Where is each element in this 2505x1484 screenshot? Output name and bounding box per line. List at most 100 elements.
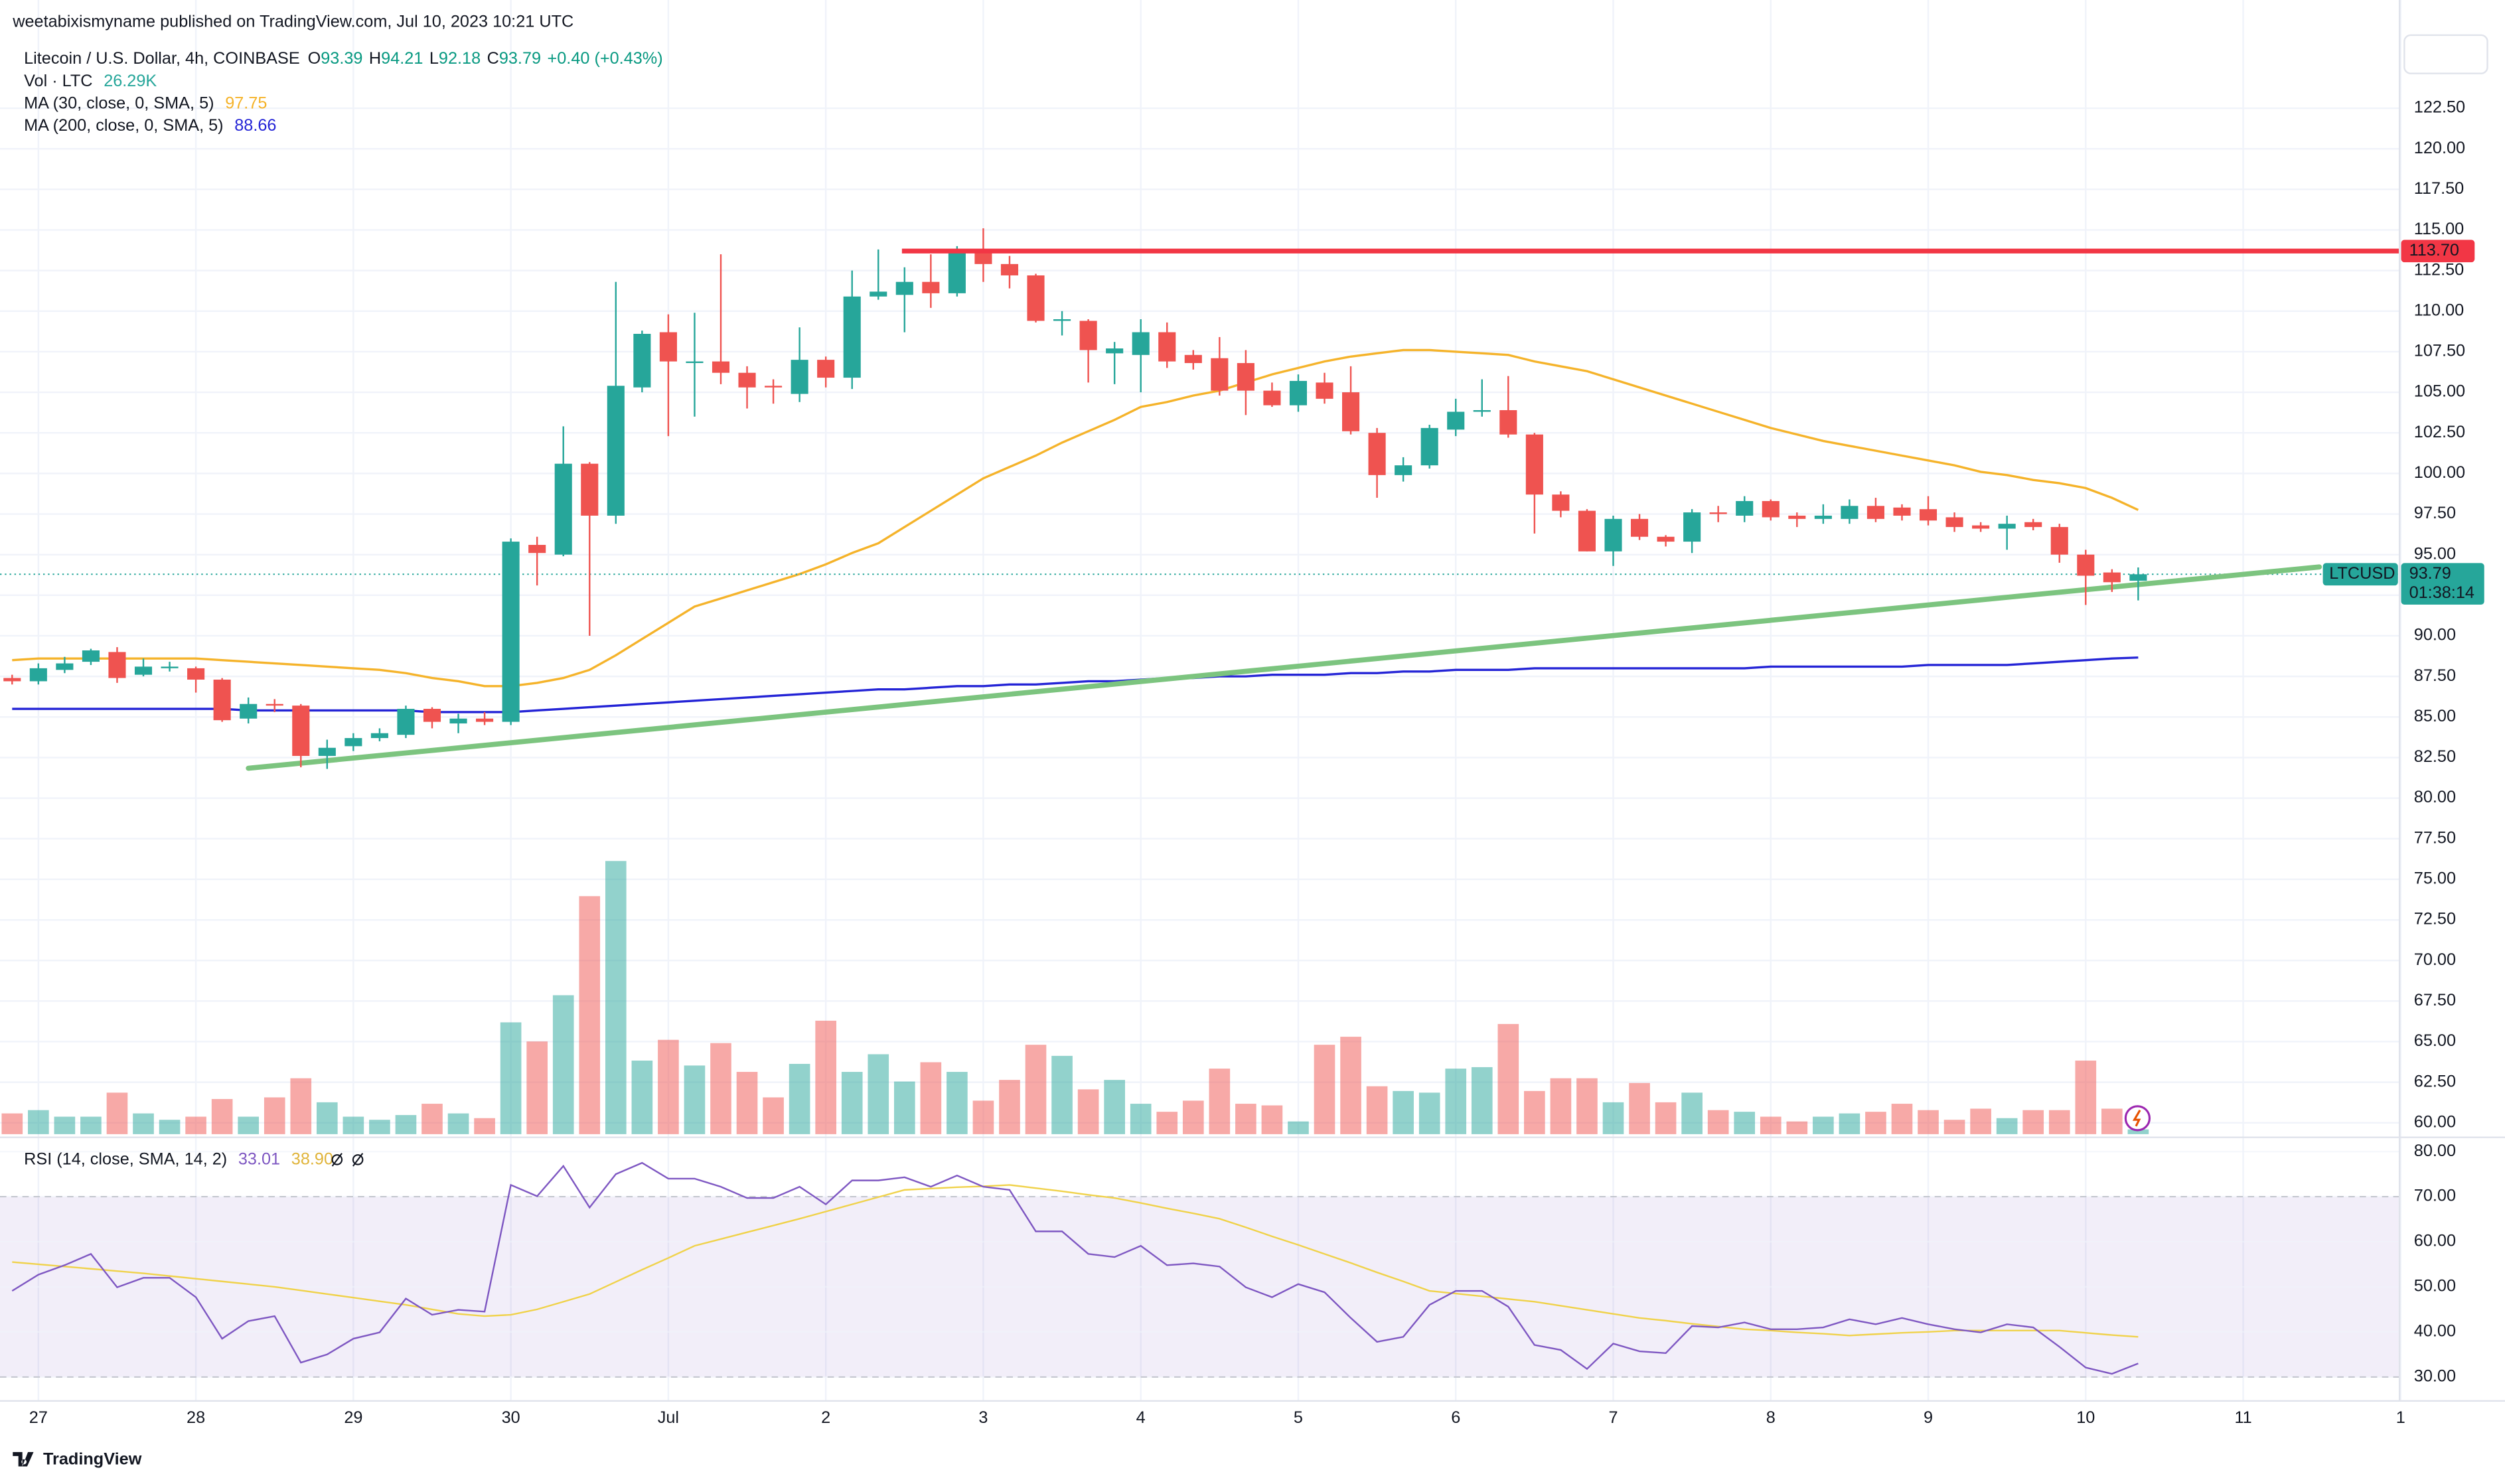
candle-body xyxy=(1683,512,1701,542)
candle-body xyxy=(370,733,388,739)
change-value: +0.40 (+0.43%) xyxy=(548,49,663,68)
candle-body xyxy=(1342,392,1360,431)
candle-body xyxy=(1184,354,1202,364)
volume-bar xyxy=(317,1102,338,1134)
candle-body xyxy=(240,704,258,719)
volume-bar xyxy=(1471,1067,1493,1134)
candle-body xyxy=(948,249,966,293)
candle-body xyxy=(134,666,153,675)
y-tick-label: 97.50 xyxy=(2414,504,2456,522)
volume-bar xyxy=(972,1100,994,1134)
volume-bar xyxy=(290,1078,312,1134)
icon[interactable] xyxy=(331,1153,342,1167)
x-tick-label: 9 xyxy=(1924,1408,1933,1427)
volume-bar xyxy=(1707,1110,1729,1134)
candle-body xyxy=(843,296,861,378)
legend-value: 26.29K xyxy=(104,71,157,90)
volume-bar xyxy=(1865,1112,1886,1134)
volume-bar xyxy=(947,1072,968,1134)
x-tick-label: 6 xyxy=(1451,1408,1460,1427)
volume-bar xyxy=(1681,1092,1703,1134)
icon[interactable] xyxy=(331,1154,343,1165)
icon[interactable] xyxy=(2124,1105,2151,1132)
volume-bar xyxy=(1314,1045,1335,1134)
candle-body xyxy=(633,334,651,388)
y-tick-label: 102.50 xyxy=(2414,423,2465,441)
y-tick-label: 100.00 xyxy=(2414,463,2465,482)
candle-body xyxy=(1473,409,1491,412)
candle-body xyxy=(2103,572,2121,583)
volume-bar xyxy=(1760,1116,1782,1134)
icon[interactable] xyxy=(352,1153,364,1167)
volume-bar xyxy=(342,1116,364,1134)
volume-bar xyxy=(710,1043,731,1134)
rsi-line xyxy=(11,1161,2139,1375)
y-tick-label: 75.00 xyxy=(2414,869,2456,888)
icon[interactable] xyxy=(352,1154,364,1165)
candle-body xyxy=(765,386,783,388)
candle-body xyxy=(1368,433,1386,475)
volume-bar xyxy=(1288,1121,1309,1134)
y-tick-label: 110.00 xyxy=(2414,301,2464,319)
candle-body xyxy=(1447,411,1465,430)
candle-body xyxy=(108,652,126,678)
candle-body xyxy=(974,251,992,264)
legend-value: 38.90 xyxy=(291,1150,333,1168)
low-value: 92.18 xyxy=(439,49,481,68)
candle-body xyxy=(1814,515,1832,519)
volume-bar xyxy=(1130,1104,1152,1134)
candle-body xyxy=(1998,524,2016,529)
candle-body xyxy=(502,542,520,722)
candle-body xyxy=(1079,321,1097,350)
legend-label: Vol · LTC xyxy=(24,71,92,90)
volume-bar xyxy=(133,1113,154,1134)
candle-body xyxy=(266,704,283,706)
candle-body xyxy=(187,668,205,680)
grid xyxy=(0,0,2402,1401)
legend-rsi: RSI (14, close, SMA, 14, 2) 33.01 38.90 xyxy=(24,1150,333,1168)
volume-bar xyxy=(526,1041,548,1134)
volume-bar xyxy=(185,1116,206,1134)
moving-average xyxy=(12,348,2139,688)
settings-box[interactable] xyxy=(2403,34,2488,74)
x-tick-label: 11 xyxy=(2234,1408,2251,1427)
candle-body xyxy=(318,747,336,756)
volume-bar xyxy=(395,1115,417,1134)
visibility-icons[interactable] xyxy=(331,1153,364,1167)
y-tick-label: 67.50 xyxy=(2414,991,2456,1009)
last-price-tag xyxy=(2401,563,2484,605)
moving-average xyxy=(12,656,2139,713)
y-tick-label: 117.50 xyxy=(2414,179,2464,198)
volume-bar xyxy=(2048,1110,2070,1134)
volume-bar xyxy=(1786,1121,1808,1134)
x-tick-label: Jul xyxy=(658,1408,679,1427)
volume-bar xyxy=(920,1062,942,1134)
volume-bar xyxy=(1970,1108,1991,1134)
candle-body xyxy=(2024,522,2042,528)
volume-bar xyxy=(1524,1090,1545,1134)
y-tick-label: 77.50 xyxy=(2414,828,2456,847)
plot-area xyxy=(0,228,2400,1375)
volume-bar xyxy=(1576,1078,1598,1134)
volume-bar xyxy=(1209,1069,1231,1134)
candle-body xyxy=(423,709,441,722)
legend-label: MA (200, close, 0, SMA, 5) xyxy=(24,116,224,135)
volume-bar xyxy=(1366,1086,1388,1134)
legend-label: MA (30, close, 0, SMA, 5) xyxy=(24,94,214,112)
volume-bar xyxy=(1629,1082,1650,1134)
high-value: 94.21 xyxy=(381,49,423,68)
candle-body xyxy=(1395,465,1412,475)
candle-body xyxy=(895,281,913,295)
countdown-label: 01:38:14 xyxy=(2409,583,2474,602)
x-tick-label: 29 xyxy=(344,1408,362,1427)
icon[interactable] xyxy=(2132,1109,2141,1127)
y-tick-label: 120.00 xyxy=(2414,139,2465,157)
alert-icon[interactable] xyxy=(2124,1105,2151,1132)
candle-body xyxy=(449,718,467,724)
brand-name: TradingView xyxy=(43,1450,142,1469)
price-level-label: 113.70 xyxy=(2409,241,2459,260)
volume-bar xyxy=(893,1081,915,1134)
candle-body xyxy=(817,360,835,378)
